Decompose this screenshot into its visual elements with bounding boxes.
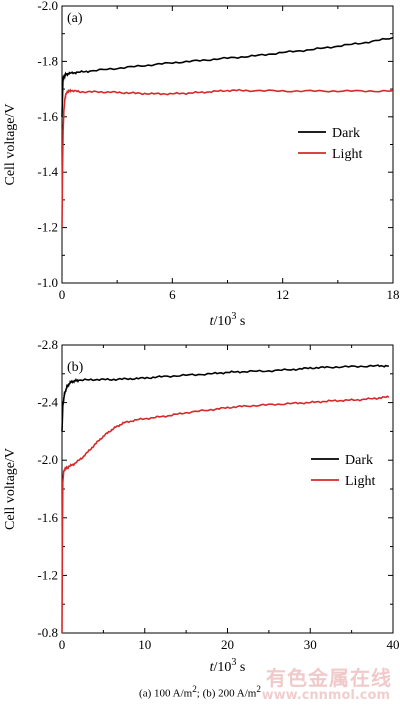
x-axis-label-var: t: [210, 314, 215, 329]
y-tick-label: -2.0: [37, 452, 58, 467]
x-tick-label: 6: [169, 287, 176, 302]
x-tick-label: 0: [59, 637, 66, 652]
x-tick-label: 40: [387, 637, 400, 652]
y-tick-label: -1.0: [37, 275, 58, 290]
x-axis-label-exp: 3: [231, 311, 236, 322]
legend-label-dark: Dark: [345, 453, 373, 468]
series-line-dark: [61, 36, 394, 117]
x-axis-label-unit: s: [236, 314, 245, 329]
plot-frame: [61, 344, 394, 634]
caption-sup-a: 2: [192, 684, 197, 694]
y-tick-label: -2.8: [37, 337, 58, 352]
x-tick-label: 0: [59, 287, 66, 302]
chart-panel-a: 0 6 12 18 -1.0 -1.2 -1.4 -1.6 -1.8 -2.0 Dark Light (…: [3, 0, 400, 329]
x-axis-label: t/103 s: [210, 311, 246, 329]
x-axis-label-base: /10: [214, 314, 232, 329]
panel-label: (a): [67, 11, 83, 26]
series-line-dark: [61, 364, 389, 432]
y-tick-label: -1.6: [37, 109, 58, 124]
watermark-url: www.cnnmol.com: [261, 688, 390, 703]
y-tick-label: -2.0: [37, 0, 58, 13]
y-axis-label: Cell voltage/V: [3, 448, 18, 530]
y-tick-label: -2.4: [37, 395, 58, 410]
x-tick-label: 12: [276, 287, 289, 302]
caption-text-b: ; (b) 200 A/m: [196, 687, 257, 700]
caption-text-a: (a) 100 A/m: [139, 687, 193, 700]
watermark: 有色金属在线: [266, 666, 392, 690]
x-axis-label-exp: 3: [231, 657, 236, 668]
legend-label-light: Light: [345, 474, 375, 489]
y-tick-label: -1.4: [37, 164, 58, 179]
y-tick-label: -1.2: [37, 567, 58, 582]
y-tick-label: -1.8: [37, 53, 58, 68]
x-tick-label: 10: [138, 637, 151, 652]
x-tick-label: 30: [304, 637, 317, 652]
series-line-light: [61, 88, 394, 228]
series-line-light: [61, 395, 390, 634]
x-tick-label: 18: [387, 287, 400, 302]
figure-caption: (a) 100 A/m2; (b) 200 A/m2: [0, 684, 400, 700]
y-tick-label: -0.8: [37, 625, 58, 640]
legend-label-dark: Dark: [332, 126, 360, 141]
plot-frame: [61, 5, 394, 284]
legend-label-light: Light: [332, 147, 362, 162]
x-axis-label-base: /10: [214, 660, 232, 675]
x-tick-label: 20: [221, 637, 234, 652]
x-axis-label: t/103 s: [210, 657, 246, 675]
y-axis-label: Cell voltage/V: [3, 103, 18, 185]
x-axis-label-var: t: [210, 660, 215, 675]
chart-panel-b: 0 10 20 30 40 -0.8 -1.2 -1.6 -2.0 -2.4 -2.8 Dark Lig…: [3, 337, 400, 675]
panel-label: (b): [67, 360, 84, 375]
y-tick-label: -1.6: [37, 510, 58, 525]
y-tick-label: -1.2: [37, 220, 58, 235]
x-axis-label-unit: s: [236, 660, 245, 675]
caption-sup-b: 2: [256, 684, 261, 694]
